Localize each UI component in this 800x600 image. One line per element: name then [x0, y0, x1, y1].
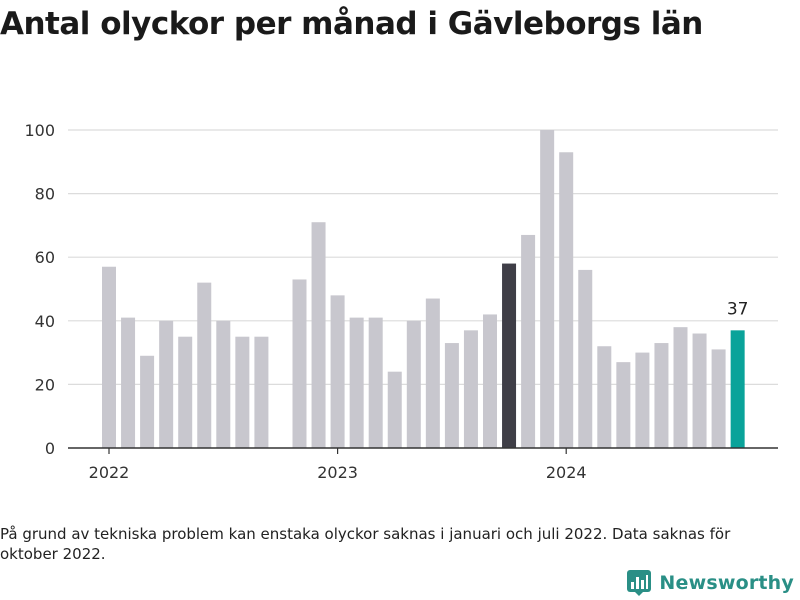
bar-2024-02	[578, 269, 593, 448]
footnote: På grund av tekniska problem kan enstaka…	[0, 525, 731, 563]
bar-2023-06	[425, 298, 440, 448]
x-tick-label: 2024	[546, 463, 587, 482]
bar-2022-07	[216, 320, 231, 448]
bar-2022-11	[292, 279, 307, 448]
bar-2023-10	[502, 263, 517, 448]
y-tick-label: 100	[24, 121, 55, 140]
y-tick-label: 20	[35, 375, 55, 394]
bar-2022-06	[197, 282, 212, 448]
x-tick-label: 2023	[317, 463, 358, 482]
bar-2024-03	[597, 346, 612, 448]
y-tick-label: 40	[35, 312, 55, 331]
brand-name: Newsworthy	[659, 572, 794, 594]
bar-2022-08	[235, 336, 250, 448]
x-tick-label: 2022	[89, 463, 130, 482]
y-tick-label: 60	[35, 248, 55, 267]
bar-2024-08	[692, 333, 707, 448]
bar-2024-01	[559, 152, 574, 448]
brand-logo: Newsworthy	[627, 570, 794, 596]
bar-2023-02	[349, 317, 364, 448]
bar-2023-07	[444, 343, 459, 448]
bar-chart-logo-icon	[627, 570, 652, 596]
bar-2024-10	[730, 330, 745, 448]
bar-2022-04	[159, 320, 174, 448]
bar-2022-02	[121, 317, 136, 448]
bar-2023-12	[540, 130, 555, 448]
bar-2023-03	[368, 317, 383, 448]
bar-2024-05	[635, 352, 650, 448]
y-tick-label: 80	[35, 185, 55, 204]
bar-2023-05	[406, 320, 421, 448]
bar-2023-09	[483, 314, 497, 448]
bar-chart: 0 20 40 60 80 100 2022 2023 2024 37	[24, 121, 778, 482]
data-label: 37	[727, 299, 749, 319]
bar-2024-07	[673, 327, 688, 448]
chart-title: Antal olyckor per månad i Gävleborgs län	[0, 6, 703, 42]
bar-2022-05	[178, 336, 193, 448]
bar-2023-08	[463, 330, 478, 448]
bar-2023-01	[330, 295, 345, 448]
bar-2022-12	[311, 222, 326, 448]
bar-2023-11	[521, 234, 536, 448]
bar-2024-04	[616, 362, 631, 448]
y-tick-label: 0	[45, 439, 55, 458]
bar-2022-03	[140, 355, 155, 448]
bar-2022-01	[102, 266, 116, 448]
bar-2022-09	[254, 336, 269, 448]
bar-2024-09	[711, 349, 726, 448]
bar-2024-06	[654, 343, 669, 448]
bar-2023-04	[387, 371, 402, 448]
